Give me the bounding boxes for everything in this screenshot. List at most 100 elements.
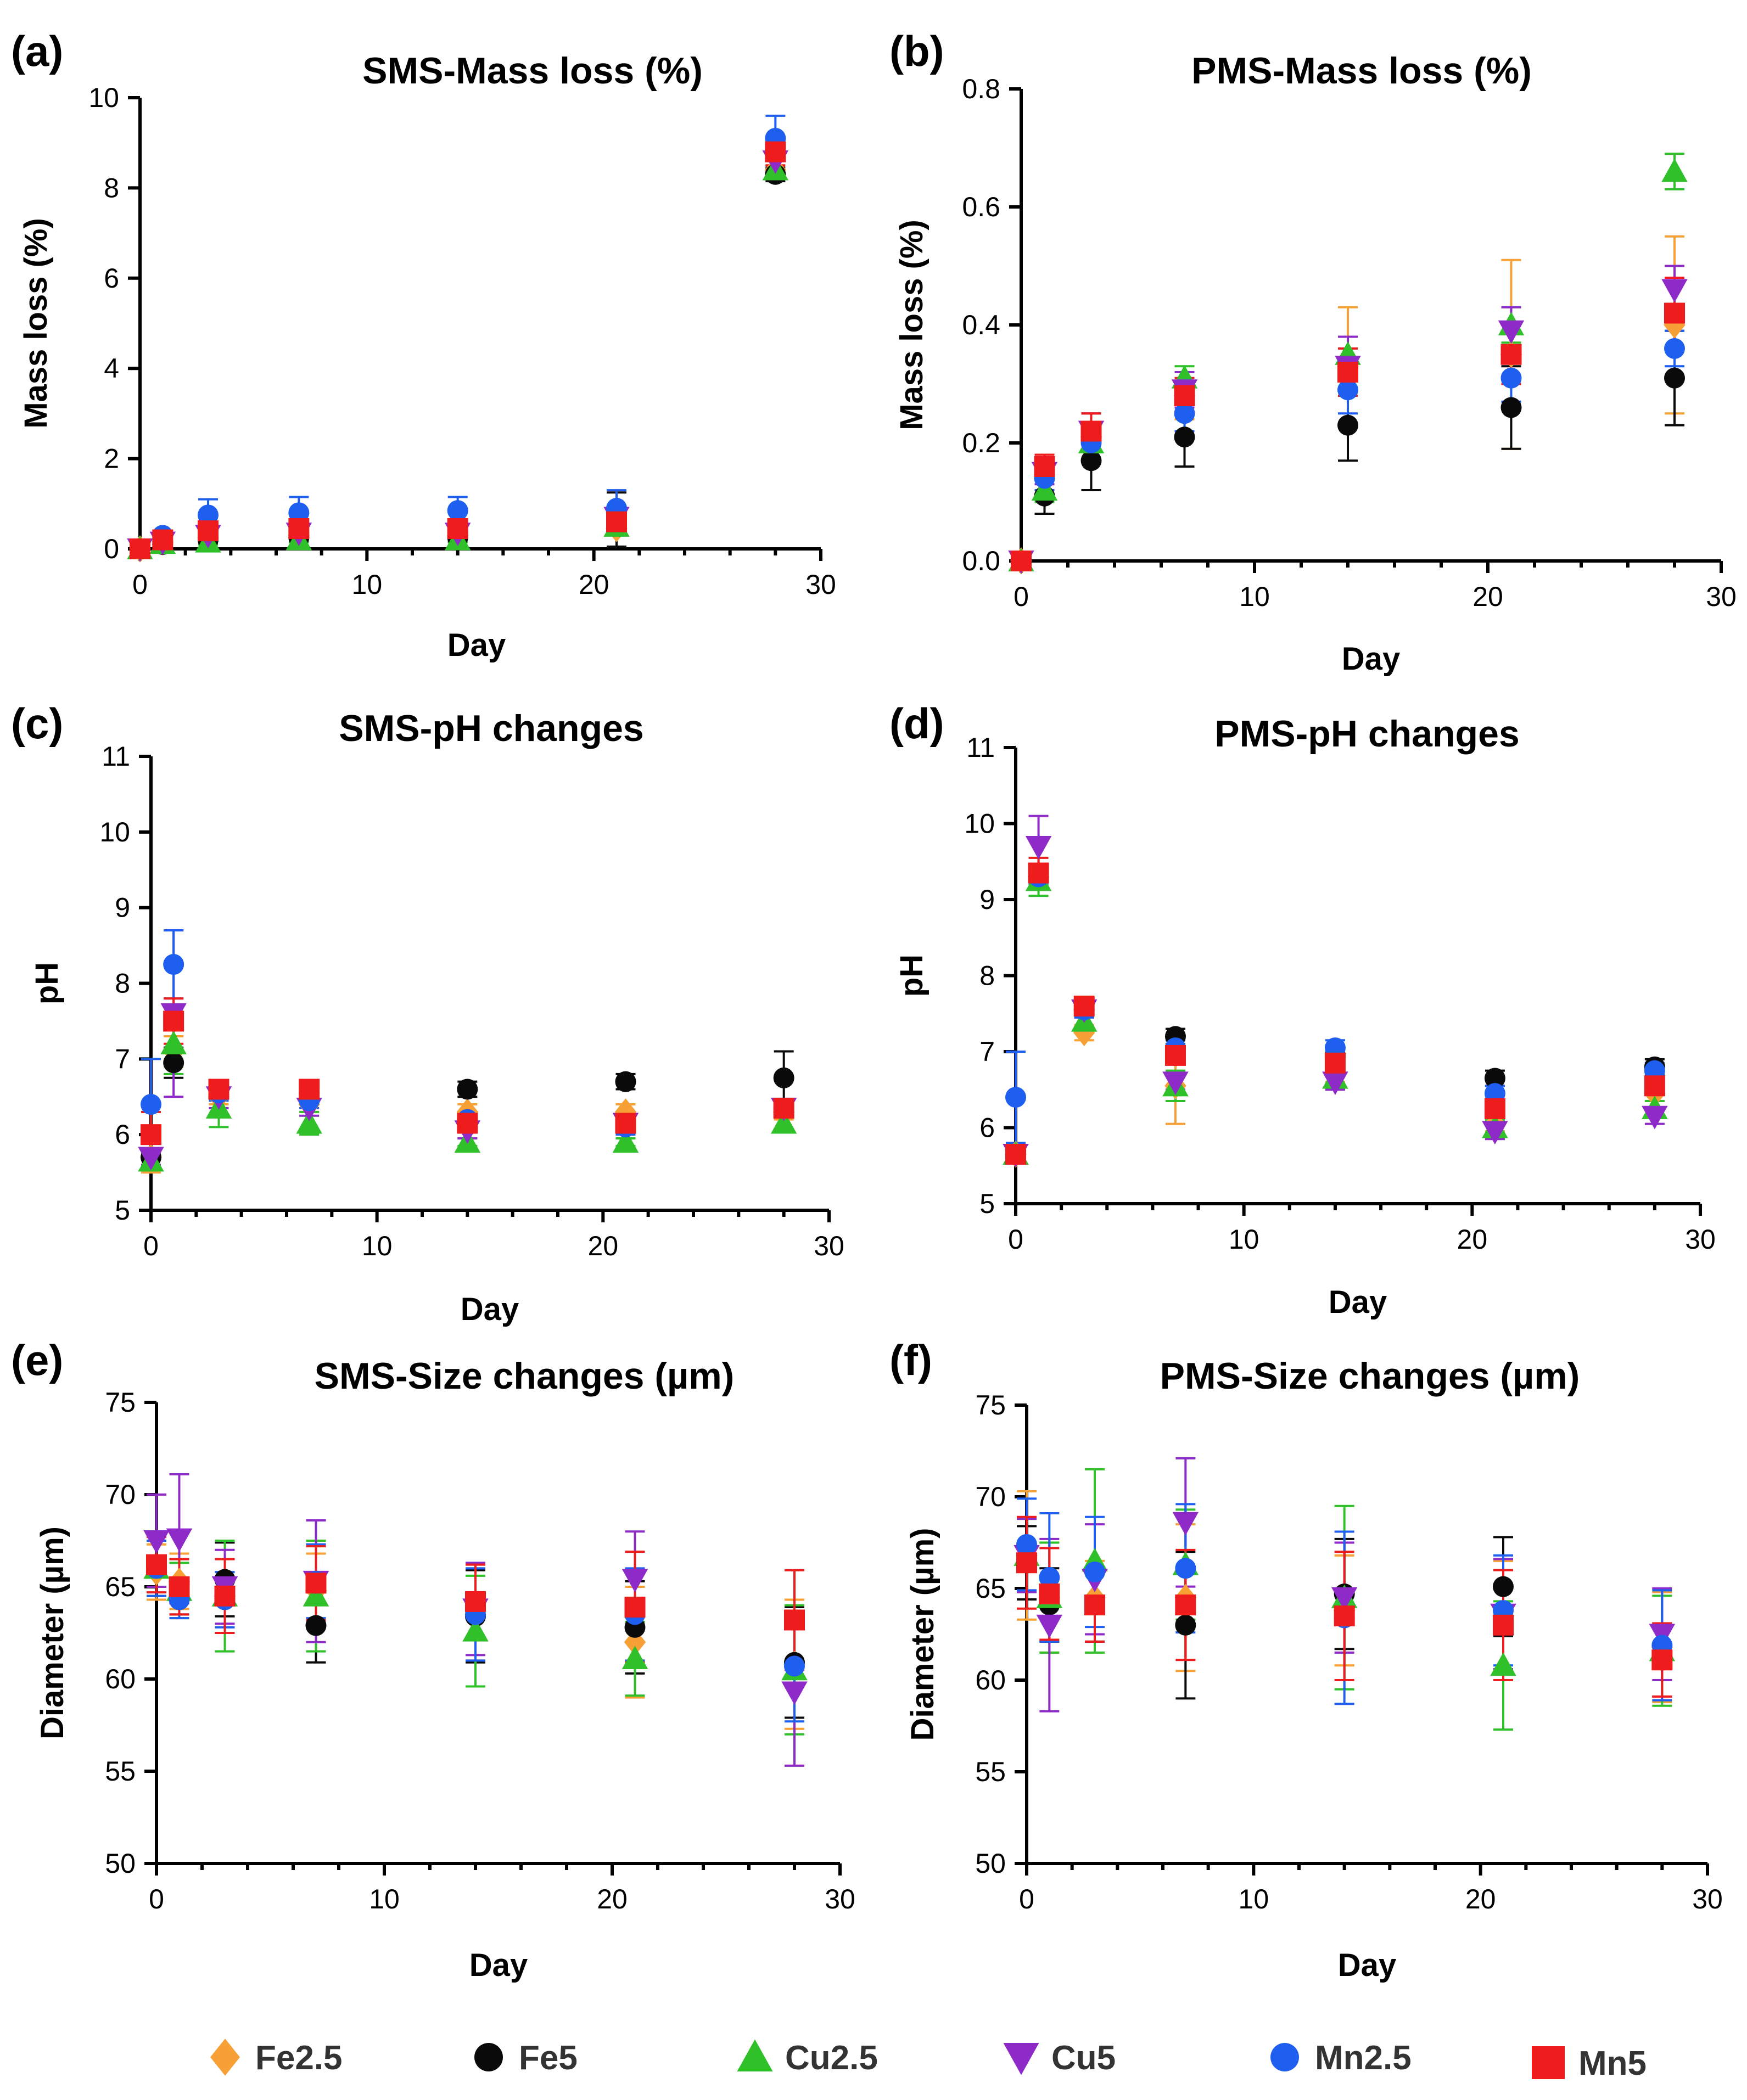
x-axis-title: Day [1329, 1284, 1387, 1320]
y-tick-label: 70 [105, 1479, 136, 1510]
series-Cu5 [1034, 265, 1684, 486]
legend-marker-Cu5 [1003, 2043, 1039, 2075]
data-point [1025, 836, 1052, 860]
data-point [1651, 1649, 1673, 1671]
series-Mn2.5 [153, 114, 786, 541]
data-point [1084, 1594, 1105, 1616]
chart-panel-a: (a) SMS-Mass loss (%) 0 10 20 30 0 2 4 6 8 10 Day Mas… [11, 27, 836, 663]
data-point [1500, 397, 1522, 418]
data-point [1493, 1576, 1514, 1597]
panel-label: (c) [11, 699, 63, 748]
y-axis-title: Diameter (µm) [905, 1528, 940, 1741]
data-point [152, 529, 173, 551]
chart-panel-d: (d) PMS-pH changes 0 10 20 30 5 6 7 8 9 10 11 Day pH [889, 699, 1716, 1320]
y-tick-label: 5 [115, 1195, 130, 1226]
data-point [1490, 1652, 1516, 1676]
y-tick-label: 75 [975, 1390, 1006, 1420]
data-point [781, 1681, 808, 1705]
markers-Mn5 [141, 1010, 794, 1146]
x-tick-label: 30 [814, 1231, 844, 1261]
panel-title: PMS-pH changes [1214, 713, 1519, 755]
markers-Mn5 [130, 141, 786, 559]
markers-Cu5 [1003, 836, 1668, 1167]
x-tick-label: 10 [352, 569, 383, 600]
data-point [621, 1569, 648, 1593]
x-axis-title: Day [469, 1947, 528, 1983]
legend-marker-Fe2.5 [210, 2039, 240, 2076]
x-tick-label: 30 [1692, 1884, 1723, 1914]
data-point [198, 504, 219, 526]
data-point [1493, 1614, 1514, 1636]
legend-label: Mn2.5 [1315, 2039, 1412, 2077]
markers-Mn2.5 [141, 954, 794, 1138]
data-point [1175, 1594, 1196, 1616]
chart-panel-e: (e) SMS-Size changes (µm) 0 10 20 30 50 55 60 65 7… [11, 1336, 855, 1983]
data-point [143, 1530, 170, 1554]
series-Fe5 [153, 166, 786, 548]
x-tick-label: 20 [579, 569, 609, 600]
panel-label: (f) [889, 1336, 932, 1384]
data-point [621, 1646, 648, 1670]
data-point [1174, 403, 1195, 424]
y-axis-title: pH [29, 962, 65, 1004]
data-point [166, 1528, 193, 1552]
series-Mn5 [1006, 856, 1665, 1159]
panel-title: SMS-pH changes [339, 708, 643, 749]
data-point [141, 1094, 161, 1115]
data-point [1331, 1587, 1358, 1611]
x-tick-label: 10 [1239, 1884, 1269, 1914]
data-point [1005, 1143, 1026, 1165]
data-point [1084, 1561, 1105, 1582]
markers-Mn5 [146, 1554, 805, 1631]
data-point [130, 538, 150, 559]
data-point [1484, 1068, 1505, 1089]
x-tick-label: 20 [1472, 581, 1503, 612]
panel-title: PMS-Mass loss (%) [1191, 50, 1532, 92]
y-tick-label: 8 [104, 172, 119, 203]
y-tick-label: 65 [105, 1571, 136, 1602]
series-Cu5 [1006, 815, 1665, 1159]
y-tick-label: 60 [975, 1665, 1006, 1695]
data-point [1644, 1075, 1665, 1097]
x-axis-title: Day [1338, 1947, 1396, 1983]
x-tick-label: 0 [132, 569, 148, 600]
data-point [1337, 414, 1358, 436]
x-tick-label: 30 [825, 1884, 855, 1914]
data-point [457, 1079, 478, 1100]
x-tick-label: 20 [588, 1231, 619, 1261]
y-axis-title: Mass loss (%) [894, 220, 930, 430]
y-tick-label: 6 [115, 1119, 130, 1150]
y-tick-label: 6 [104, 263, 119, 294]
y-tick-label: 11 [966, 732, 995, 763]
data-point [1039, 1584, 1060, 1605]
panel-label: (b) [889, 27, 944, 75]
y-tick-label: 7 [979, 1036, 995, 1067]
data-point [1073, 995, 1095, 1017]
data-point [288, 502, 310, 524]
legend-label: Mn5 [1578, 2045, 1647, 2082]
series-Mn5 [1034, 277, 1684, 480]
y-tick-label: 0.2 [962, 428, 1000, 458]
data-point [606, 511, 627, 532]
data-point [1036, 1614, 1063, 1638]
y-tick-label: 11 [102, 741, 130, 772]
data-point [1500, 344, 1522, 365]
y-tick-label: 7 [115, 1043, 130, 1074]
legend-label: Fe2.5 [255, 2039, 343, 2077]
series-Cu2.5 [1034, 153, 1684, 503]
data-point [1174, 385, 1195, 406]
data-point [1164, 1045, 1186, 1066]
y-tick-label: 0.0 [962, 546, 1000, 576]
series-Fe2.5 [1006, 868, 1665, 1159]
data-point [1661, 279, 1688, 303]
y-tick-label: 10 [964, 808, 995, 839]
data-point [612, 1129, 639, 1153]
data-point [457, 1113, 478, 1134]
data-point [1484, 1098, 1505, 1119]
data-point [1162, 1071, 1189, 1096]
legend-marker-Mn5 [1532, 2046, 1565, 2079]
y-tick-label: 50 [105, 1848, 136, 1879]
x-tick-label: 20 [1465, 1884, 1496, 1914]
y-tick-label: 8 [115, 968, 130, 999]
markers-Mn5 [1011, 302, 1685, 571]
